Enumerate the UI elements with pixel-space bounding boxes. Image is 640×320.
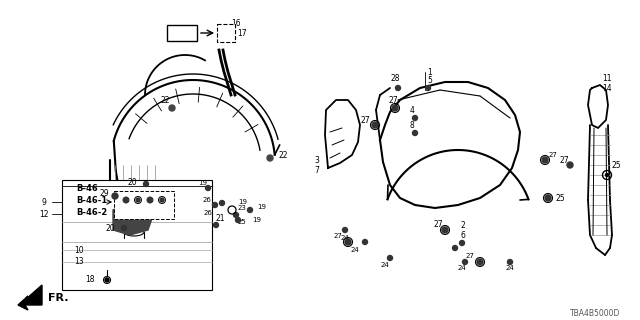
Circle shape (342, 228, 348, 233)
Circle shape (234, 212, 239, 218)
Circle shape (143, 181, 148, 187)
Polygon shape (113, 195, 155, 235)
Circle shape (392, 105, 398, 111)
FancyBboxPatch shape (114, 191, 174, 219)
Text: 19: 19 (257, 204, 266, 210)
Circle shape (362, 239, 367, 244)
Circle shape (267, 155, 273, 161)
Text: 6: 6 (461, 230, 465, 239)
Circle shape (169, 105, 175, 111)
Circle shape (413, 131, 417, 135)
Circle shape (212, 203, 218, 207)
Circle shape (442, 227, 448, 233)
Text: 13: 13 (74, 258, 84, 267)
Circle shape (372, 122, 378, 128)
Text: 24: 24 (458, 265, 467, 271)
Text: 10: 10 (74, 245, 84, 254)
Circle shape (220, 201, 225, 205)
Text: 27: 27 (559, 156, 569, 164)
Text: 9: 9 (42, 197, 47, 206)
FancyBboxPatch shape (217, 24, 235, 42)
Text: 29: 29 (99, 188, 109, 197)
Text: B-51: B-51 (171, 28, 193, 37)
Text: 27: 27 (388, 95, 398, 105)
Bar (62, 180, 212, 290)
Circle shape (223, 30, 229, 36)
Text: 22: 22 (160, 95, 170, 105)
Text: 17: 17 (237, 28, 247, 37)
Circle shape (477, 259, 483, 265)
Circle shape (387, 255, 392, 260)
Circle shape (508, 260, 513, 265)
Text: 20: 20 (127, 178, 137, 187)
Circle shape (205, 186, 211, 190)
Circle shape (413, 116, 417, 121)
Circle shape (396, 85, 401, 91)
Text: 25: 25 (556, 194, 566, 203)
Text: 7: 7 (315, 165, 319, 174)
Polygon shape (18, 285, 42, 310)
Text: 21: 21 (215, 213, 225, 222)
Circle shape (112, 193, 118, 199)
Text: 14: 14 (602, 84, 612, 92)
Text: B-46: B-46 (76, 183, 98, 193)
Text: 27: 27 (360, 116, 370, 124)
Text: 24: 24 (351, 247, 360, 253)
Circle shape (124, 197, 129, 203)
Circle shape (545, 195, 551, 201)
Circle shape (426, 85, 431, 91)
Text: 12: 12 (39, 210, 49, 219)
Text: 18: 18 (85, 276, 95, 284)
Text: 23: 23 (237, 205, 246, 211)
Circle shape (542, 157, 548, 163)
Text: 19: 19 (239, 199, 248, 205)
Text: 25: 25 (237, 219, 246, 225)
Text: 25: 25 (612, 161, 621, 170)
Text: FR.: FR. (48, 293, 68, 303)
Text: B-46-1: B-46-1 (76, 196, 108, 204)
Text: 28: 28 (390, 74, 400, 83)
Text: 24: 24 (340, 235, 349, 241)
Text: 27: 27 (333, 233, 342, 239)
Text: B-46-2: B-46-2 (76, 207, 108, 217)
Text: 24: 24 (381, 262, 389, 268)
Text: 4: 4 (410, 106, 415, 115)
Circle shape (460, 241, 465, 245)
Text: 26: 26 (203, 197, 211, 203)
Circle shape (214, 222, 218, 228)
Circle shape (122, 226, 127, 230)
Circle shape (605, 173, 609, 177)
Text: 5: 5 (428, 76, 433, 84)
Text: 26: 26 (204, 210, 212, 216)
Text: 11: 11 (602, 74, 612, 83)
Text: 20: 20 (105, 223, 115, 233)
Text: 24: 24 (506, 265, 515, 271)
Circle shape (105, 278, 109, 282)
Text: 27: 27 (548, 152, 557, 158)
Circle shape (248, 207, 253, 212)
Text: 27: 27 (433, 220, 443, 228)
Circle shape (345, 239, 351, 245)
Text: 16: 16 (231, 19, 241, 28)
Circle shape (236, 218, 241, 222)
Circle shape (160, 198, 164, 202)
Text: 2: 2 (461, 220, 465, 229)
Circle shape (567, 162, 573, 168)
Circle shape (463, 260, 467, 265)
Text: TBA4B5000D: TBA4B5000D (570, 308, 620, 317)
Circle shape (147, 197, 153, 203)
Text: 3: 3 (315, 156, 319, 164)
FancyBboxPatch shape (167, 25, 197, 41)
Text: 19: 19 (198, 180, 207, 186)
Text: 1: 1 (428, 68, 433, 76)
Text: 22: 22 (278, 150, 287, 159)
Circle shape (136, 198, 140, 202)
Text: 27: 27 (465, 253, 474, 259)
Text: 19: 19 (252, 217, 261, 223)
Text: 8: 8 (410, 121, 414, 130)
Circle shape (452, 245, 458, 251)
